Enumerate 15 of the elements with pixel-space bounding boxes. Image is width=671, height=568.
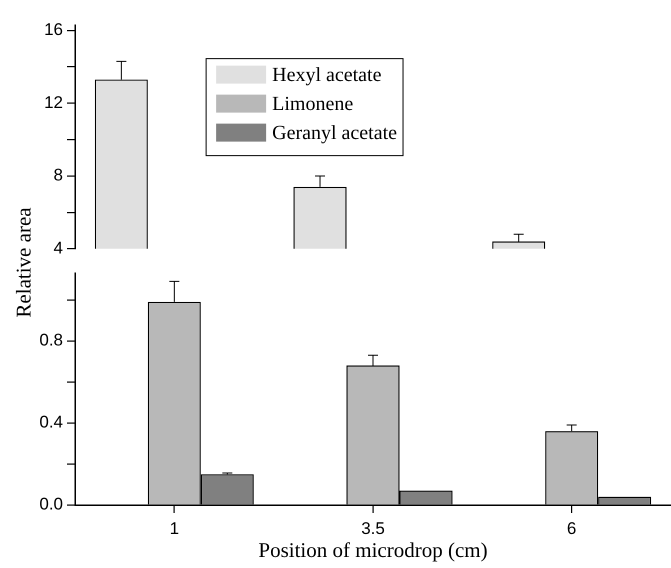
y-tick-label: 0.8 <box>39 330 63 350</box>
y-tick-label: 0.0 <box>39 494 63 514</box>
x-tick-label: 6 <box>566 518 576 538</box>
y-tick-label: 8 <box>54 166 63 185</box>
legend-label: Limonene <box>272 92 354 115</box>
x-axis-title: Position of microdrop (cm) <box>258 538 488 562</box>
legend-label: Geranyl acetate <box>272 122 398 144</box>
y-tick-label: 0.4 <box>39 412 63 432</box>
y-axis-title: Relative area <box>12 206 37 318</box>
x-tick-label: 3.5 <box>361 518 385 538</box>
x-tick-label: 1 <box>170 518 180 538</box>
y-tick-label: 4 <box>54 238 63 258</box>
legend-label: Hexyl acetate <box>272 64 382 86</box>
y-tick-label: 16 <box>44 20 63 40</box>
y-tick-label: 12 <box>44 92 63 112</box>
